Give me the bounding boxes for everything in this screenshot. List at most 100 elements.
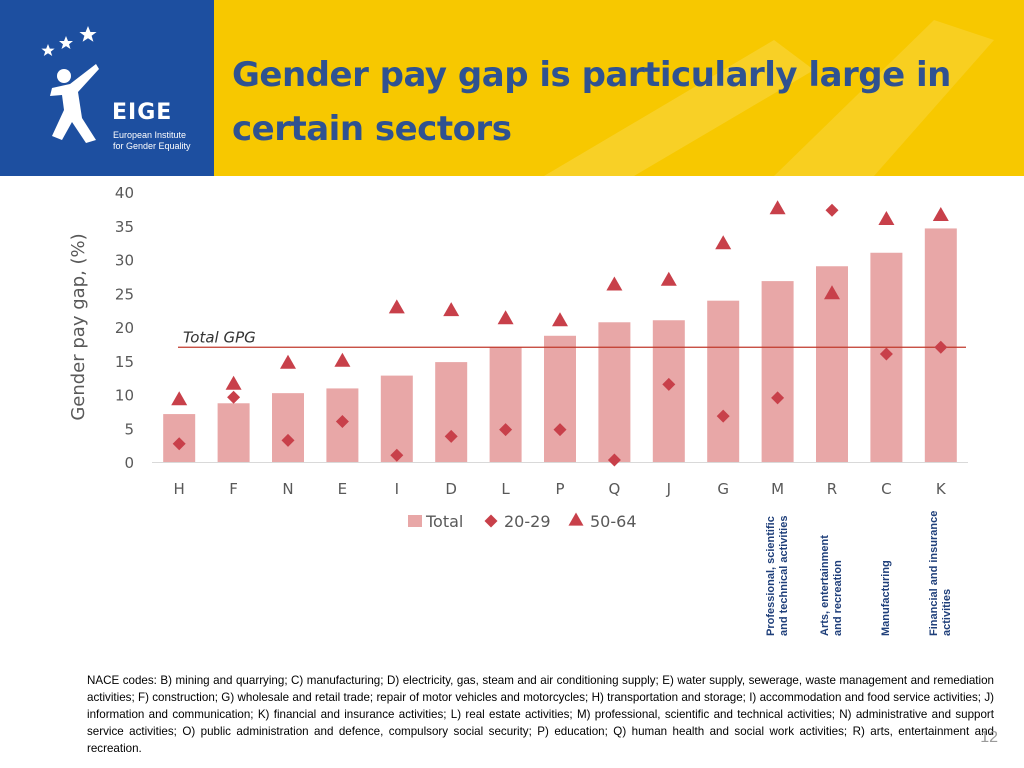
marker-20-29-F — [227, 390, 241, 404]
marker-50-64-D — [443, 302, 460, 317]
logo-subtitle-line1: European Institute — [113, 130, 187, 140]
bar-total-M — [761, 281, 794, 462]
legend-total-label: Total — [425, 512, 463, 531]
marker-50-64-N — [280, 354, 296, 369]
marker-20-29-D — [444, 429, 458, 443]
marker-50-64-H — [171, 391, 188, 406]
sector-label-M: Professional, scientific and technical ac… — [761, 466, 795, 636]
legend-50-64-swatch — [568, 512, 584, 526]
page-number: 12 — [980, 729, 998, 746]
logo-subtitle-line2: for Gender Equality — [113, 141, 191, 151]
marker-50-64-C — [878, 211, 895, 225]
marker-20-29-Q — [607, 453, 621, 467]
marker-20-29-L — [499, 423, 513, 437]
x-tick-label: K — [936, 480, 947, 498]
x-tick-label: Q — [608, 480, 620, 498]
sector-label-line2: activities — [940, 588, 953, 636]
logo-panel: EIGE European Institute for Gender Equal… — [0, 0, 214, 176]
bar-total-N — [272, 393, 304, 462]
sector-label-K: Financial and insurance activities — [924, 466, 958, 636]
x-tick-label: M — [771, 480, 784, 498]
legend-total-swatch — [408, 515, 422, 527]
x-tick-label: R — [827, 480, 837, 498]
sector-label-line2: and recreation — [832, 560, 844, 636]
x-tick-label: F — [229, 480, 238, 498]
nace-codes-footnote: NACE codes: B) mining and quarrying; C) … — [87, 674, 994, 755]
x-tick-label: G — [717, 480, 729, 498]
marker-20-29-I — [390, 448, 404, 462]
y-axis-label: Gender pay gap, (%) — [68, 233, 89, 420]
gender-pay-gap-chart: Gender pay gap, (%) 0 5 10 15 20 25 30 35 40 Tot… — [68, 184, 968, 531]
bar-total-Q — [598, 322, 631, 462]
sector-label-line1: Arts, entertainment — [819, 535, 831, 636]
y-tick-label: 10 — [115, 387, 134, 405]
marker-50-64-F — [225, 375, 242, 390]
marker-20-29-M — [771, 391, 785, 405]
x-tick-label: C — [881, 480, 891, 498]
y-axis-ticks: 0 5 10 15 20 25 30 35 40 — [115, 184, 134, 472]
x-tick-label: L — [501, 480, 510, 498]
x-tick-label: E — [338, 480, 347, 498]
x-tick-label: J — [666, 480, 671, 498]
legend: Total 20-29 50-64 — [408, 512, 637, 531]
eige-logo-icon — [41, 26, 99, 143]
age-markers — [171, 200, 949, 467]
sector-label-C: Manufacturing — [869, 466, 903, 636]
banner-swoosh-icon — [544, 20, 994, 176]
logo-wordmark: EIGE — [112, 100, 173, 125]
x-tick-label: I — [395, 480, 399, 498]
bar-total-G — [707, 300, 740, 462]
marker-20-29-K — [934, 340, 948, 354]
marker-50-64-Q — [606, 276, 623, 291]
y-tick-label: 35 — [115, 218, 134, 236]
total-gpg-label: Total GPG — [183, 328, 256, 346]
sector-label-line1: Financial and insurance — [927, 510, 940, 636]
legend-20-29-label: 20-29 — [504, 512, 551, 531]
bar-total-D — [435, 362, 468, 462]
y-tick-label: 25 — [115, 285, 134, 303]
legend-20-29-swatch — [484, 514, 498, 528]
marker-20-29-R — [825, 203, 839, 217]
reference-line-group: Total GPG — [178, 328, 966, 348]
marker-50-64-G — [715, 235, 732, 250]
sector-label-line1: Manufacturing — [879, 560, 892, 636]
y-tick-label: 40 — [115, 184, 134, 202]
marker-20-29-H — [172, 437, 186, 451]
total-bars — [152, 228, 968, 463]
sector-label-R: Arts, entertainment and recreation — [815, 466, 849, 636]
marker-50-64-E — [334, 352, 351, 367]
marker-20-29-E — [335, 415, 349, 428]
y-axis-label-group: Gender pay gap, (%) — [68, 233, 89, 420]
x-tick-label: H — [174, 480, 185, 498]
bar-total-J — [652, 320, 685, 462]
marker-20-29-J — [662, 377, 676, 391]
x-tick-label: N — [282, 480, 293, 498]
bar-total-I — [380, 375, 413, 462]
marker-50-64-K — [932, 206, 949, 221]
marker-50-64-J — [660, 271, 677, 286]
page-title: Gender pay gap is particularly large in … — [232, 55, 951, 149]
bar-total-P — [544, 335, 576, 462]
y-tick-label: 30 — [115, 252, 134, 270]
marker-50-64-P — [552, 312, 568, 327]
marker-20-29-C — [879, 347, 893, 361]
sector-label-line1: Professional, scientific — [764, 516, 777, 636]
x-tick-label: D — [445, 480, 457, 498]
marker-50-64-I — [388, 299, 405, 314]
marker-50-64-L — [497, 310, 514, 325]
x-tick-label: P — [555, 480, 564, 498]
marker-50-64-R — [824, 285, 840, 300]
y-tick-label: 0 — [124, 454, 134, 472]
bar-total-L — [489, 347, 522, 462]
y-tick-label: 20 — [115, 319, 134, 337]
y-tick-label: 5 — [124, 420, 134, 438]
marker-20-29-G — [716, 409, 730, 423]
bar-total-F — [217, 403, 250, 462]
legend-50-64-label: 50-64 — [590, 512, 637, 531]
marker-20-29-N — [281, 433, 295, 447]
marker-20-29-P — [553, 423, 567, 437]
marker-50-64-M — [769, 200, 786, 215]
y-tick-label: 15 — [115, 353, 134, 371]
sector-label-line2: and technical activities — [777, 515, 790, 636]
